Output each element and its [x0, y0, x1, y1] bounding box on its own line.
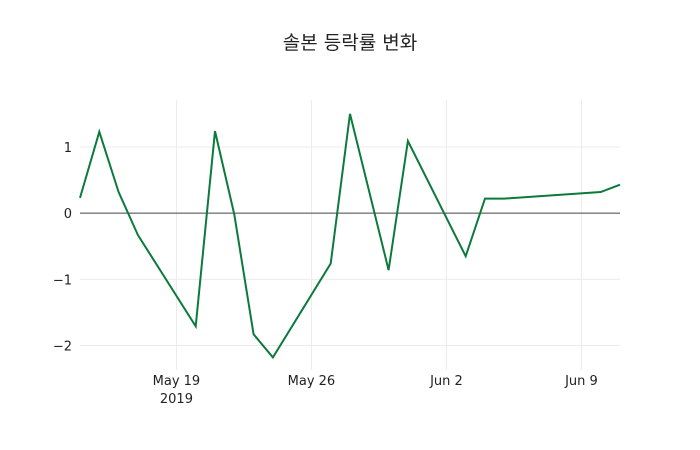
- y-tick-label: 1: [64, 141, 72, 156]
- x-axis: May 19 2019 May 26 Jun 2 Jun 9: [153, 374, 598, 407]
- y-tick-label: 0: [64, 207, 72, 222]
- x-tick-year-label: 2019: [160, 392, 193, 407]
- x-tick-label: May 26: [288, 374, 336, 389]
- data-series: [79, 113, 621, 360]
- chart-title: 솔본 등락률 변화: [282, 32, 418, 54]
- gridlines: [80, 100, 620, 370]
- series-line: [79, 113, 621, 360]
- x-tick-label: Jun 9: [564, 374, 598, 389]
- x-tick-label: May 19: [153, 374, 201, 389]
- y-axis: 1 0 −1 −2: [53, 141, 72, 355]
- x-tick-label: Jun 2: [429, 374, 463, 389]
- y-tick-label: −2: [53, 340, 72, 355]
- y-tick-label: −1: [53, 273, 72, 288]
